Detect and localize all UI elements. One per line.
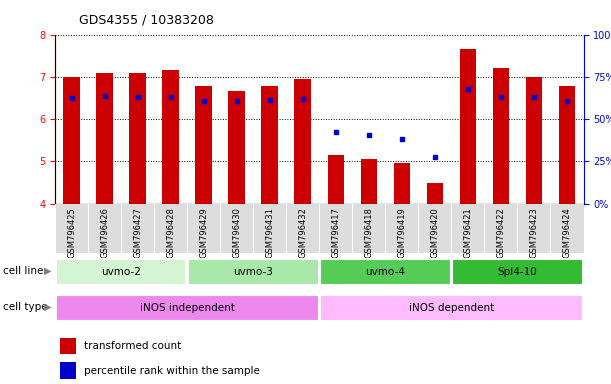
Bar [295, 79, 311, 204]
Text: GSM796426: GSM796426 [100, 207, 109, 258]
Text: GSM796428: GSM796428 [166, 207, 175, 258]
Bar [426, 183, 443, 204]
Text: uvmo-3: uvmo-3 [233, 266, 273, 277]
Bar [459, 50, 476, 204]
Text: iNOS independent: iNOS independent [140, 303, 235, 313]
Bar [327, 155, 344, 204]
Text: uvmo-4: uvmo-4 [365, 266, 405, 277]
Bar [60, 362, 76, 379]
Bar [64, 77, 80, 204]
Bar [262, 86, 278, 204]
Bar [196, 86, 212, 204]
Text: GSM796418: GSM796418 [364, 207, 373, 258]
Bar [320, 295, 583, 321]
Bar [320, 259, 451, 285]
Bar [130, 73, 146, 204]
Bar [163, 71, 179, 204]
Text: GSM796420: GSM796420 [430, 207, 439, 258]
Text: GSM796423: GSM796423 [530, 207, 538, 258]
Bar [97, 73, 113, 204]
Text: uvmo-2: uvmo-2 [101, 266, 141, 277]
Text: GSM796430: GSM796430 [232, 207, 241, 258]
Bar [492, 68, 509, 204]
Text: GSM796421: GSM796421 [463, 207, 472, 258]
Text: GSM796431: GSM796431 [265, 207, 274, 258]
Text: GDS4355 / 10383208: GDS4355 / 10383208 [79, 13, 214, 26]
Text: transformed count: transformed count [84, 341, 181, 351]
Bar [393, 162, 410, 204]
Bar [56, 259, 186, 285]
Text: GSM796425: GSM796425 [67, 207, 76, 258]
Bar [452, 259, 583, 285]
Text: cell type: cell type [3, 302, 48, 312]
Text: ▶: ▶ [44, 302, 51, 312]
Text: GSM796419: GSM796419 [397, 207, 406, 258]
Bar [360, 159, 377, 204]
Text: GSM796427: GSM796427 [133, 207, 142, 258]
Text: percentile rank within the sample: percentile rank within the sample [84, 366, 260, 376]
Text: GSM796422: GSM796422 [496, 207, 505, 258]
Text: GSM796429: GSM796429 [199, 207, 208, 258]
Text: Spl4-10: Spl4-10 [497, 266, 537, 277]
Bar [558, 86, 575, 204]
Bar [229, 91, 245, 204]
Text: ▶: ▶ [44, 266, 51, 276]
Bar [60, 338, 76, 354]
Text: GSM796424: GSM796424 [563, 207, 571, 258]
Text: GSM796417: GSM796417 [331, 207, 340, 258]
Bar [188, 259, 318, 285]
Text: cell line: cell line [3, 266, 43, 276]
Bar [56, 295, 318, 321]
Text: iNOS dependent: iNOS dependent [409, 303, 494, 313]
Bar [525, 77, 542, 204]
Text: GSM796432: GSM796432 [298, 207, 307, 258]
